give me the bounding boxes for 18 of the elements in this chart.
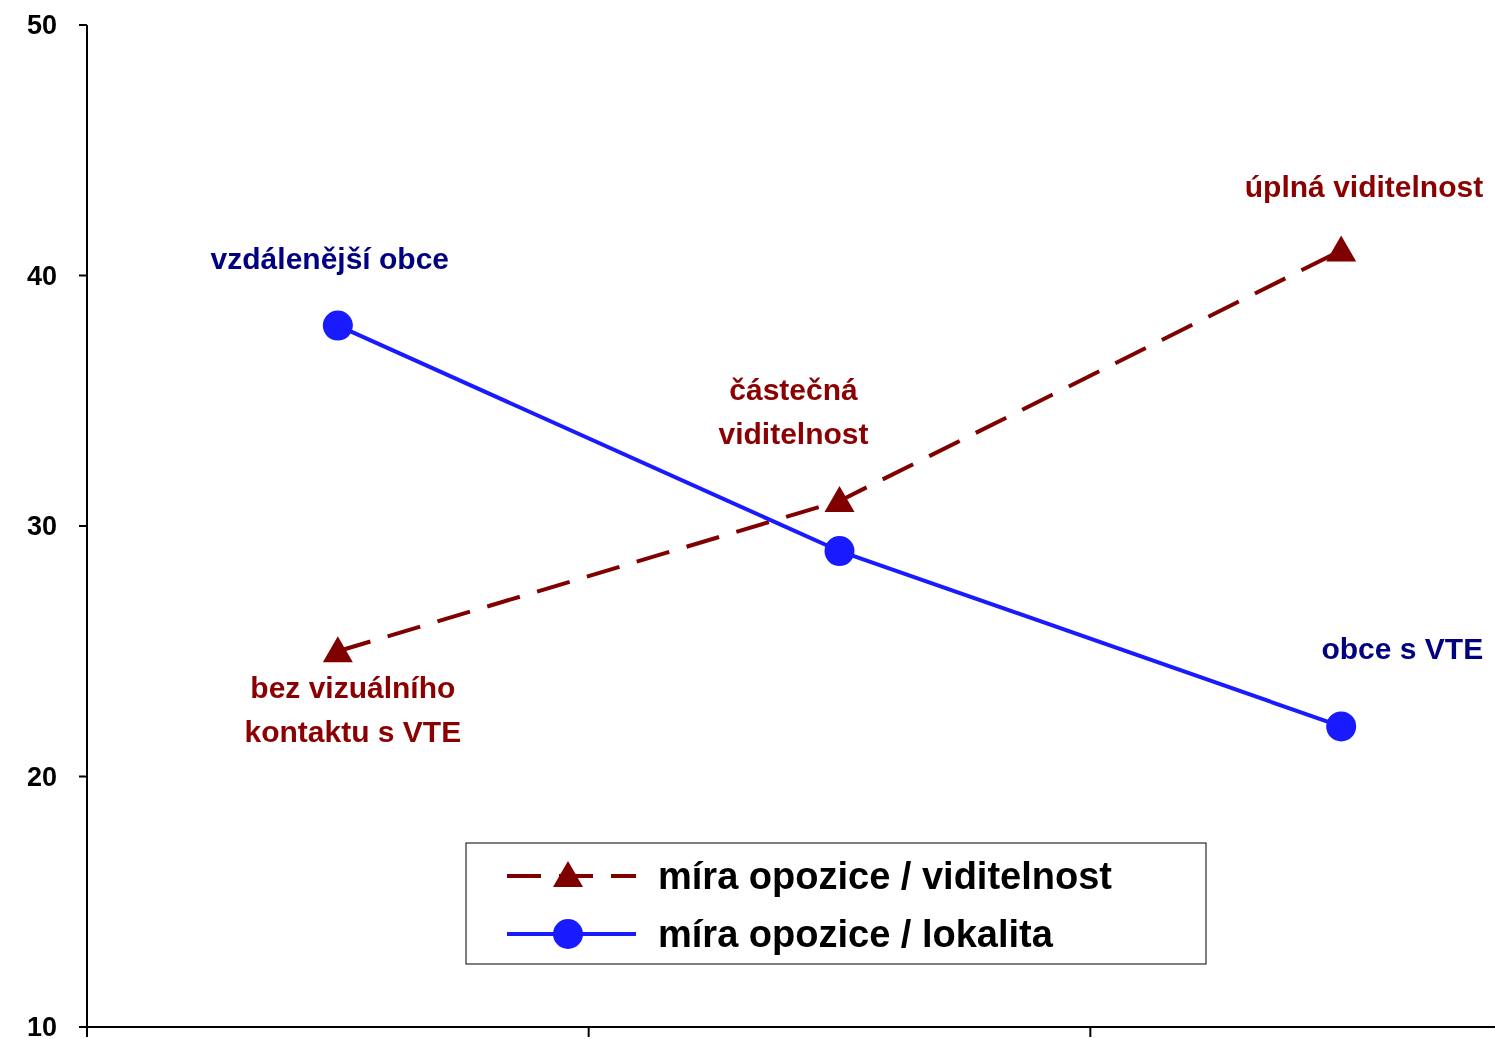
point <box>824 485 855 512</box>
point <box>322 310 353 341</box>
point <box>1326 711 1357 742</box>
y-tick-label: 40 <box>26 260 57 291</box>
y-tick-label: 50 <box>26 10 57 41</box>
legend-label: míra opozice / viditelnost <box>658 855 1113 898</box>
y-tick-label: 30 <box>26 511 57 542</box>
annotation: úplná viditelnost <box>1244 170 1484 204</box>
legend-label: míra opozice / lokalita <box>658 913 1054 956</box>
annotation: vzdálenější obce <box>210 241 450 275</box>
point <box>1326 235 1357 262</box>
y-tick-label: 10 <box>26 1012 57 1039</box>
annotation: částečná viditelnost <box>718 372 869 450</box>
annotation: obce s VTE <box>1321 632 1484 666</box>
y-tick-label: 20 <box>26 761 57 792</box>
point <box>824 536 855 567</box>
annotation: bez vizuálního kontaktu s VTE <box>244 671 462 749</box>
point <box>322 636 353 663</box>
